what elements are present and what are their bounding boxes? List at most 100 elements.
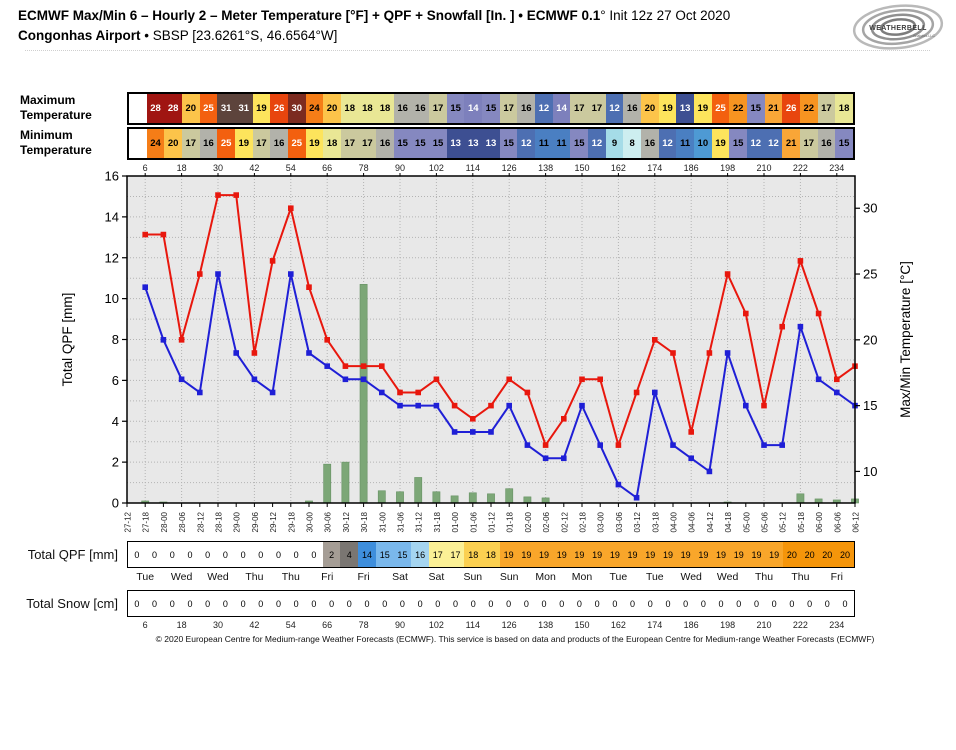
min-temp-marker bbox=[324, 363, 330, 369]
min-temp-cell: 15 bbox=[835, 129, 853, 158]
day-label: Sat bbox=[428, 571, 445, 583]
min-temp-cell: 13 bbox=[482, 129, 500, 158]
min-temp-marker bbox=[561, 455, 567, 462]
snow-total-cell: 0 bbox=[128, 591, 146, 616]
x-time-label: 03-00 bbox=[597, 511, 606, 532]
qpf-total-cell: 19 bbox=[588, 542, 606, 567]
hour-label: 6 bbox=[142, 620, 148, 630]
min-temp-cell: 15 bbox=[429, 129, 447, 158]
qpf-bar bbox=[159, 501, 168, 504]
max-temp-cell: 24 bbox=[305, 94, 324, 123]
qpf-total-cell: 19 bbox=[535, 542, 553, 567]
copyright-footer: © 2020 European Centre for Medium-range … bbox=[155, 634, 875, 644]
right-tick-label: 25 bbox=[863, 267, 877, 282]
snow-total-cell: 0 bbox=[393, 591, 412, 616]
hour-label: 90 bbox=[394, 163, 405, 173]
min-temp-marker bbox=[579, 402, 585, 409]
max-temp-cell: 20 bbox=[641, 94, 659, 123]
qpf-bar bbox=[814, 498, 823, 504]
max-temp-cell: 12 bbox=[535, 94, 553, 123]
qpf-total-cell: 2 bbox=[322, 542, 341, 567]
right-axis-title: Max/Min Temperature [°C] bbox=[898, 261, 913, 418]
min-temp-marker bbox=[360, 376, 367, 383]
qpf-bar bbox=[505, 488, 514, 504]
snow-total-cell: 0 bbox=[464, 591, 483, 616]
min-temp-marker bbox=[615, 481, 622, 488]
max-temp-marker bbox=[652, 337, 658, 343]
snow-total-cell: 0 bbox=[358, 591, 376, 616]
max-temp-cell: 18 bbox=[835, 94, 853, 123]
day-label: Thu bbox=[281, 571, 300, 583]
day-label: Sat bbox=[392, 571, 408, 583]
x-time-label: 06-00 bbox=[815, 511, 824, 532]
min-temp-cell: 16 bbox=[641, 129, 659, 158]
qpf-total-table: 0 0 0 0 0 0 0 0 0 0 0 2 4 14 15 15 16 17 17 18 18 19 19 19 19 19 1… bbox=[127, 541, 855, 568]
hour-label: 18 bbox=[176, 163, 187, 173]
min-temp-cell: 12 bbox=[517, 129, 536, 158]
min-temp-strip-label: Minimum Temperature bbox=[20, 128, 92, 157]
max-temp-marker bbox=[506, 376, 512, 383]
max-temp-cell: 14 bbox=[552, 94, 571, 123]
min-temp-cell: 11 bbox=[535, 129, 553, 158]
left-tick-label: 6 bbox=[112, 373, 119, 388]
max-temp-marker bbox=[852, 363, 858, 369]
max-temp-cell: 13 bbox=[676, 94, 694, 123]
snow-total-cell: 0 bbox=[747, 591, 766, 616]
x-time-label: 01-00 bbox=[451, 511, 460, 532]
min-temp-cell: 16 bbox=[376, 129, 394, 158]
snow-total-cell: 0 bbox=[729, 591, 748, 616]
logo-swirl-outer bbox=[852, 4, 944, 50]
hour-label: 54 bbox=[285, 620, 296, 630]
qpf-total-cell: 4 bbox=[340, 542, 359, 567]
plot-background bbox=[127, 176, 855, 503]
min-temp-marker bbox=[688, 455, 694, 462]
left-tick-label: 0 bbox=[112, 496, 119, 511]
qpf-total-cell: 19 bbox=[641, 542, 660, 567]
max-temp-cell: 17 bbox=[499, 94, 518, 123]
qpf-bar bbox=[723, 501, 732, 504]
qpf-bar bbox=[523, 496, 532, 504]
qpf-total-cell: 20 bbox=[783, 542, 801, 567]
day-label: Fri bbox=[357, 571, 370, 583]
qpf-total-cell: 0 bbox=[163, 542, 182, 567]
max-temp-marker bbox=[269, 258, 276, 264]
snow-total-cell: 0 bbox=[623, 591, 642, 616]
hour-label: 150 bbox=[574, 620, 590, 630]
day-label: Tue bbox=[609, 571, 628, 583]
qpf-total-cell: 0 bbox=[181, 542, 199, 567]
min-temp-marker bbox=[506, 402, 512, 409]
min-temp-cell: 20 bbox=[164, 129, 182, 158]
max-temp-marker bbox=[724, 271, 731, 277]
min-temp-marker bbox=[251, 376, 258, 383]
qpf-total-cell: 16 bbox=[411, 542, 429, 567]
qpf-total-cell: 0 bbox=[216, 542, 235, 567]
max-temp-marker bbox=[233, 192, 239, 198]
hour-label: 138 bbox=[538, 163, 554, 173]
min-temp-cell: 12 bbox=[588, 129, 606, 158]
right-tick-label: 20 bbox=[863, 332, 877, 347]
qpf-total-cell: 19 bbox=[623, 542, 642, 567]
day-label: Sun bbox=[499, 571, 519, 583]
x-time-label: 02-18 bbox=[579, 511, 588, 532]
x-time-label: 04-18 bbox=[724, 511, 733, 532]
snow-total-cell: 0 bbox=[428, 591, 447, 616]
max-temp-cell: 15 bbox=[482, 94, 500, 123]
hour-label: 126 bbox=[501, 620, 517, 630]
plot-border bbox=[126, 175, 856, 504]
min-temp-marker bbox=[743, 402, 749, 409]
hour-label: 138 bbox=[538, 620, 554, 630]
hour-label: 90 bbox=[394, 620, 405, 630]
snow-total-cell: 0 bbox=[216, 591, 235, 616]
x-time-label: 04-00 bbox=[670, 511, 679, 532]
max-temp-cell: 16 bbox=[411, 94, 430, 123]
day-label: Mon bbox=[571, 571, 593, 583]
snow-total-cell: 0 bbox=[712, 591, 730, 616]
min-temp-cell: 15 bbox=[499, 129, 518, 158]
max-temp-marker bbox=[670, 350, 676, 356]
qpf-table-label: Total QPF [mm] bbox=[27, 547, 118, 562]
snow-total-cell: 0 bbox=[641, 591, 660, 616]
min-temp-marker bbox=[724, 350, 731, 356]
min-temp-marker bbox=[269, 389, 276, 396]
hour-label: 222 bbox=[792, 163, 808, 173]
